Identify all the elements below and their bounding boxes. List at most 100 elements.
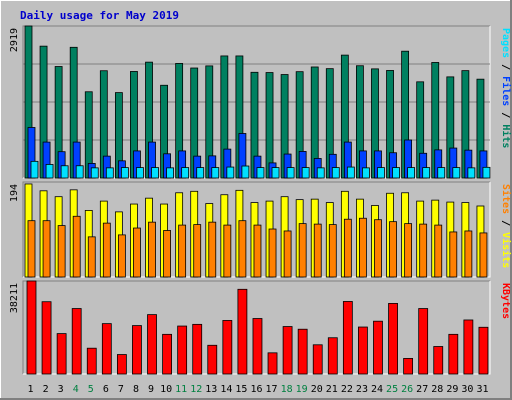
legend-separator: /: [500, 214, 511, 232]
bar-kbytes-day-31: [478, 326, 489, 375]
legend-kbytes: KBytes: [500, 283, 511, 319]
bar-sites-day-29: [449, 231, 458, 278]
x-tick-label-day-11: 11: [175, 384, 187, 395]
bar-pages-day-27: [422, 167, 431, 179]
bar-pages-day-3: [60, 165, 69, 179]
bar-sites-day-30: [464, 230, 473, 278]
bar-sites-day-24: [374, 219, 382, 278]
legend-separator: /: [500, 106, 511, 124]
bar-sites-day-2: [42, 220, 51, 278]
bar-pages-day-7: [120, 167, 129, 179]
bar-pages-day-16: [256, 167, 265, 179]
bar-kbytes-day-11: [177, 325, 188, 375]
bar-pages-day-31: [482, 166, 491, 179]
x-tick-label-day-1: 1: [28, 384, 34, 395]
bar-kbytes-day-7: [116, 354, 127, 375]
bar-pages-day-24: [377, 167, 385, 179]
bar-pages-day-17: [271, 167, 280, 179]
bar-sites-day-20: [313, 223, 322, 278]
x-tick-label-day-19: 19: [296, 384, 308, 395]
bar-pages-day-2: [45, 164, 54, 179]
bar-kbytes-day-17: [267, 352, 278, 375]
bar-kbytes-day-23: [358, 326, 368, 375]
bar-pages-day-11: [181, 167, 190, 179]
bar-sites-day-26: [404, 223, 413, 278]
bar-pages-day-13: [211, 167, 220, 179]
bar-sites-day-9: [148, 221, 156, 278]
bar-sites-day-27: [419, 223, 428, 278]
bar-pages-day-4: [75, 165, 84, 179]
x-tick-label-day-8: 8: [133, 384, 139, 395]
panel-visits-sites: 194 Sites / Visits: [9, 181, 512, 278]
legend-entry-hits: Hits: [500, 124, 512, 148]
bar-kbytes-day-25: [388, 303, 398, 375]
bar-sites-day-14: [223, 224, 232, 278]
bar-pages-day-5: [90, 167, 99, 179]
y-max-label: 2919: [9, 28, 20, 52]
bar-kbytes-day-13: [207, 344, 218, 375]
legend-entry-sites: Sites: [500, 184, 512, 214]
bar-kbytes-day-16: [252, 318, 263, 375]
bar-kbytes-day-2: [41, 301, 52, 375]
bar-kbytes-day-28: [433, 346, 444, 375]
bar-pages-day-19: [301, 167, 310, 179]
x-tick-label-day-13: 13: [205, 384, 217, 395]
x-tick-label-day-26: 26: [401, 384, 413, 395]
x-tick-label-day-15: 15: [235, 384, 247, 395]
x-tick-label-day-6: 6: [103, 384, 109, 395]
panel-frame-dark: [22, 181, 490, 277]
chart-title: Daily usage for May 2019: [20, 9, 179, 22]
bar-pages-day-12: [196, 167, 205, 179]
legend-entry-visits: Visits: [500, 232, 512, 268]
x-tick-label-day-16: 16: [250, 384, 262, 395]
bar-sites-day-1: [27, 220, 36, 278]
x-tick-label-day-20: 20: [311, 384, 323, 395]
legend-hits-files-pages: Pages / Files / Hits: [500, 28, 512, 148]
x-tick-label-day-4: 4: [73, 384, 79, 395]
bar-sites-day-15: [238, 220, 247, 278]
bar-pages-day-6: [105, 167, 114, 179]
bar-sites-day-13: [208, 221, 217, 278]
legend-separator: /: [500, 58, 511, 76]
bar-kbytes-day-29: [448, 333, 459, 375]
x-tick-label-day-7: 7: [118, 384, 124, 395]
bar-sites-day-17: [268, 228, 277, 278]
bar-sites-day-4: [72, 215, 81, 278]
bar-pages-day-1: [30, 160, 39, 179]
bar-kbytes-day-20: [312, 344, 323, 375]
bar-pages-day-28: [437, 167, 446, 179]
x-tick-label-day-23: 23: [356, 384, 368, 395]
bar-kbytes-day-26: [403, 358, 414, 375]
bar-sites-day-31: [479, 232, 488, 278]
x-tick-label-day-9: 9: [148, 384, 154, 395]
bar-sites-day-28: [434, 224, 443, 278]
bar-sites-day-25: [389, 221, 397, 278]
bar-sites-day-16: [253, 224, 262, 278]
x-tick-label-day-29: 29: [446, 384, 458, 395]
bar-pages-day-15: [241, 165, 250, 179]
panel-frame-dark: [22, 25, 490, 178]
bar-pages-day-26: [407, 167, 416, 179]
panel-kbytes: 38211 KBytes: [9, 280, 511, 375]
x-tick-label-day-22: 22: [341, 384, 353, 395]
x-tick-label-day-17: 17: [266, 384, 278, 395]
chart-panels: 2919 Pages / Files / Hits 194 Sites / Visit…: [9, 25, 512, 375]
x-tick-label-day-14: 14: [220, 384, 232, 395]
bar-pages-day-29: [452, 167, 461, 179]
bar-kbytes-day-12: [192, 323, 203, 375]
bar-kbytes-day-15: [237, 288, 248, 375]
x-tick-label-day-10: 10: [160, 384, 172, 395]
x-axis-labels: 1 2 3 4 5 6 7 8 9 10 11 12 13 14 15 16 17 18 19 20 21 22 23 24 2…: [28, 384, 489, 395]
bar-kbytes-day-10: [162, 333, 172, 375]
bar-pages-day-23: [362, 167, 370, 179]
bar-kbytes-day-22: [342, 301, 353, 375]
x-tick-label-day-25: 25: [386, 384, 398, 395]
bar-pages-day-8: [136, 167, 144, 179]
x-tick-label-day-18: 18: [281, 384, 293, 395]
bar-sites-day-18: [283, 230, 292, 278]
bar-pages-day-20: [316, 167, 325, 179]
bar-kbytes-day-8: [132, 325, 142, 375]
x-tick-label-day-5: 5: [88, 384, 94, 395]
